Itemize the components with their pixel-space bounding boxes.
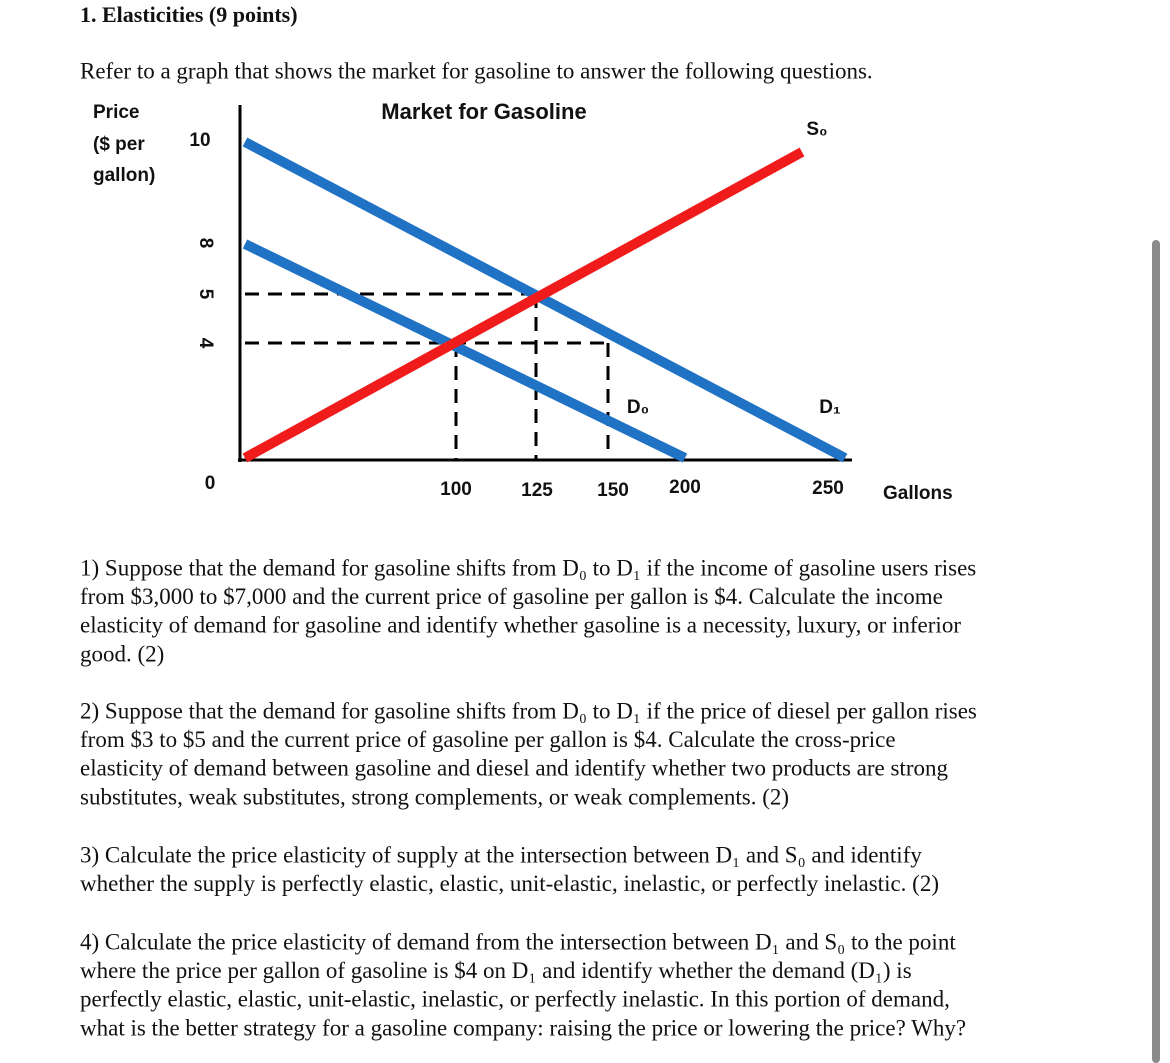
question-line: 3) Calculate the price elasticity of sup… [80, 842, 922, 867]
y-tick-label: 0 [205, 473, 216, 494]
figure: Market for Gasoline Price ($ per gallon)… [93, 99, 953, 504]
y-axis-label: Price [93, 102, 139, 123]
y-tick-label: 4 [195, 338, 216, 349]
x-tick-label: 125 [521, 480, 553, 501]
question-line: 2) Suppose that the demand for gasoline … [80, 698, 977, 723]
y-tick-label: 8 [195, 238, 216, 249]
question-line: from $3 to $5 and the current price of g… [80, 727, 896, 752]
question-line: perfectly elastic, elastic, unit-elastic… [80, 987, 950, 1012]
curve-label: S₀ [806, 119, 827, 140]
intro: Refer to a graph that shows the market f… [80, 58, 873, 83]
questions: 1) Suppose that the demand for gasoline … [80, 555, 977, 1040]
y-tick-label: 5 [195, 289, 216, 300]
y-axis-label: ($ per [93, 134, 145, 155]
curve-label: D₁ [819, 397, 841, 418]
y-tick-label: 10 [189, 130, 210, 151]
question-line: 1) Suppose that the demand for gasoline … [80, 555, 976, 580]
x-tick-label: 150 [597, 480, 629, 501]
heading: 1. Elasticities (9 points) [80, 2, 298, 27]
x-tick-label: 200 [669, 477, 701, 498]
question-line: 4) Calculate the price elasticity of dem… [80, 929, 956, 954]
question-line: substitutes, weak substitutes, strong co… [80, 784, 789, 809]
x-tick-label: 250 [812, 478, 844, 499]
question-line: good. (2) [80, 641, 164, 666]
question-line: elasticity of demand for gasoline and id… [80, 613, 961, 638]
question-line: elasticity of demand between gasoline an… [80, 756, 948, 781]
x-tick-label: 100 [440, 479, 472, 500]
scrollbar[interactable] [1152, 240, 1160, 1063]
figure-title: Market for Gasoline [381, 99, 586, 124]
x-axis-label: Gallons [883, 483, 953, 504]
question-line: from $3,000 to $7,000 and the current pr… [80, 584, 943, 609]
question-line: where the price per gallon of gasoline i… [80, 958, 912, 983]
curve-label: D₀ [627, 397, 649, 418]
question-line: what is the better strategy for a gasoli… [80, 1015, 966, 1040]
y-axis-label: gallon) [93, 165, 155, 186]
supply-curve [242, 147, 805, 463]
demand-curve [242, 239, 688, 463]
question-line: whether the supply is perfectly elastic,… [80, 871, 939, 896]
demand-curve [242, 137, 848, 463]
